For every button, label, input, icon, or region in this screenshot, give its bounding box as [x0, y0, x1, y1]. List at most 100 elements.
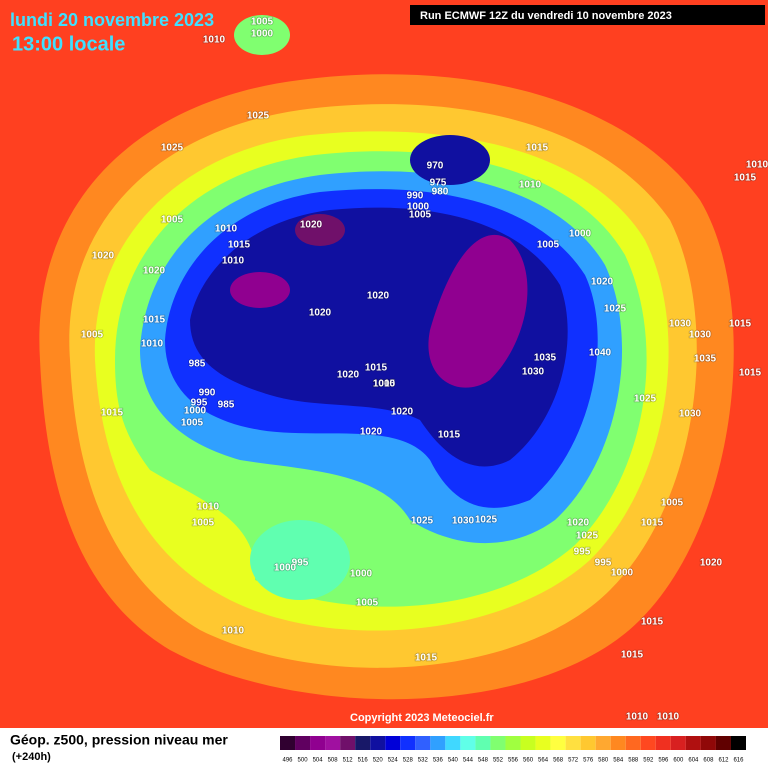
lead-time: (+240h): [12, 751, 51, 763]
isobar-label: 985: [218, 400, 235, 411]
isobar-label: 1025: [576, 531, 599, 542]
colorbar-label: 584: [613, 758, 624, 764]
colorbar-label: 516: [358, 758, 369, 764]
isobar-label: 1020: [591, 277, 614, 288]
isobar-label: 1040: [589, 348, 612, 359]
isobar-label: 1015: [365, 363, 388, 374]
colorbar-label: 616: [733, 758, 744, 764]
colorbar-label: 508: [328, 758, 339, 764]
colorbar-label: 532: [418, 758, 429, 764]
isobar-label: 1020: [391, 407, 414, 418]
isobar-label: 1030: [452, 516, 475, 527]
colorbar-label: 552: [493, 758, 504, 764]
isobar-label: 1015: [526, 143, 549, 154]
colorbar-swatch: [355, 736, 371, 750]
isobar-label: 1025: [411, 516, 434, 527]
isobar-label: 995: [595, 558, 612, 569]
colorbar-label: 612: [718, 758, 729, 764]
colorbar-label: 512: [343, 758, 354, 764]
colorbar-swatch: [580, 736, 596, 750]
isobar-label: 1020: [143, 266, 166, 277]
colorbar-label: 560: [523, 758, 534, 764]
colorbar-label: 504: [313, 758, 324, 764]
isobar-label: 1010: [746, 160, 768, 171]
isobar-label: 985: [189, 359, 206, 370]
colorbar-swatch: [415, 736, 431, 750]
legend-title: Géop. z500, pression niveau mer: [10, 732, 228, 748]
colorbar-label: 544: [463, 758, 474, 764]
copyright: Copyright 2023 Meteociel.fr: [350, 712, 494, 724]
isobar-label: 1020: [92, 251, 115, 262]
isobar-label: 1000: [350, 569, 373, 580]
isobar-label: 1030: [522, 367, 545, 378]
colorbar-swatch: [505, 736, 521, 750]
date: lundi 20 novembre 2023: [10, 10, 214, 30]
isobar-label: 1015: [641, 518, 664, 529]
colorbar-label: 604: [688, 758, 699, 764]
isobar-label: 990: [199, 388, 216, 399]
isobar-label: 1025: [161, 143, 184, 154]
colorbar-label: 564: [538, 758, 549, 764]
colorbar-swatch: [400, 736, 416, 750]
colorbar-label: 520: [373, 758, 384, 764]
isobar-label: 1000: [251, 29, 274, 40]
colorbar-swatch: [490, 736, 506, 750]
isobar-label: 1035: [694, 354, 717, 365]
isobar-label: 1020: [700, 558, 723, 569]
isobar-label: 1025: [634, 394, 657, 405]
colorbar-label: 540: [448, 758, 459, 764]
isobar-label: 1015: [734, 173, 757, 184]
isobar-label: 1005: [181, 418, 204, 429]
isobar-label: 1005: [356, 598, 379, 609]
colorbar-label: 548: [478, 758, 489, 764]
isobar-label: 1035: [534, 353, 557, 364]
isobar-label: 995: [574, 547, 591, 558]
isobar-label: 1010: [203, 35, 226, 46]
colorbar-swatch: [520, 736, 536, 750]
isobar-label: 1010: [141, 339, 164, 350]
colorbar-swatch: [445, 736, 461, 750]
isobar-label: 1005: [409, 210, 432, 221]
colorbar-swatch: [475, 736, 491, 750]
run: Run ECMWF 12Z du vendredi 10 novembre 20…: [420, 10, 672, 22]
isobar-label: 990: [407, 191, 424, 202]
colorbar-swatch: [310, 736, 326, 750]
isobar-label: 1010: [626, 712, 649, 723]
colorbar-label: 496: [283, 758, 294, 764]
colorbar-swatch: [670, 736, 686, 750]
isobar-label: 1020: [337, 370, 360, 381]
colorbar-swatch: [700, 736, 716, 750]
isobar-label: 975: [430, 178, 447, 189]
isobar-label: 1015: [415, 653, 438, 664]
isobar-label: 1005: [161, 215, 184, 226]
colorbar-swatch: [370, 736, 386, 750]
isobar-label: 980: [432, 187, 449, 198]
isobar-label: 1005: [537, 240, 560, 251]
colorbar-label: 596: [658, 758, 669, 764]
isobar-labels: 1005100010101025102597097598099010001005…: [80, 16, 768, 724]
isobar-label: 1000: [184, 406, 207, 417]
colorbar-swatch: [595, 736, 611, 750]
isobar-label: 1005: [661, 498, 684, 509]
colorbar: 496 500 504 508 512 516 520 524 528 532 536 540 544 5…: [280, 736, 746, 764]
isobar-label: 1025: [247, 111, 270, 122]
isobar-label: 1000: [569, 229, 592, 240]
isobar-label: 1015: [621, 650, 644, 661]
colorbar-label: 600: [673, 758, 684, 764]
colorbar-swatch: [385, 736, 401, 750]
isobar-label: 1030: [679, 409, 702, 420]
isobar-label: 995: [191, 398, 208, 409]
isobar-label: 1005: [192, 518, 215, 529]
isobar-label: 1015: [729, 319, 752, 330]
isobar-label: 995: [292, 558, 309, 569]
colorbar-swatch: [625, 736, 641, 750]
time: 13:00 locale: [12, 33, 125, 55]
isobar-label: 1000: [407, 202, 430, 213]
colorbar-swatch: [730, 736, 746, 750]
isobar-label: 1015: [101, 408, 124, 419]
run-box: [410, 5, 765, 25]
colorbar-swatch: [430, 736, 446, 750]
isobar-label: 970: [427, 161, 444, 172]
isobar-label: 1015: [143, 315, 166, 326]
